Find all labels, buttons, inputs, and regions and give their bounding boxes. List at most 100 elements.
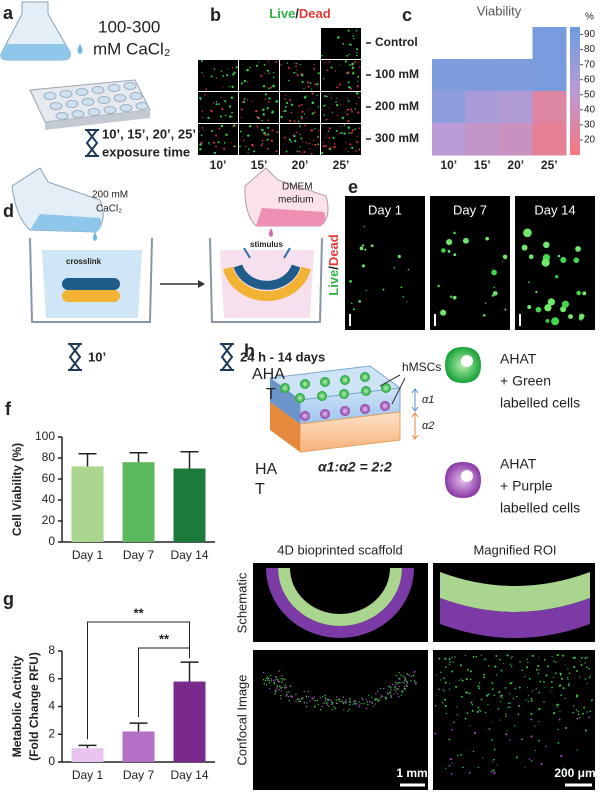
cell-dot [281, 687, 283, 689]
cell-dot [311, 112, 314, 115]
cell-dot [468, 692, 471, 695]
heatmap-cell [465, 91, 500, 124]
cell-dot [256, 127, 258, 129]
cell-dot [349, 280, 352, 283]
cell-dot [313, 67, 316, 70]
cell-dot [351, 110, 353, 113]
cell-dot [329, 93, 331, 95]
cell-dot [347, 151, 349, 153]
cell-dot [401, 690, 403, 692]
cell-dot [555, 661, 557, 663]
cell-dot [336, 114, 338, 116]
cell-dot [272, 679, 275, 682]
cell-dot [199, 143, 202, 146]
cell-dot [202, 129, 204, 131]
cell-dot [567, 684, 570, 687]
cell-dot [301, 110, 304, 113]
cell-dot [306, 117, 308, 119]
cell-dot [408, 674, 410, 676]
x-tick-label: 20’ [292, 158, 309, 172]
cell-dot [326, 69, 329, 72]
cell-dot [293, 62, 296, 65]
cell-dot [264, 679, 267, 682]
cell-dot [239, 130, 242, 133]
cell-dot [375, 698, 377, 700]
cell-dot [280, 115, 283, 119]
cell-dot [413, 671, 415, 674]
cell-dot [286, 62, 289, 64]
cell-dot [268, 87, 271, 90]
cell-dot [334, 707, 337, 710]
cell-dot [496, 764, 498, 766]
cell-dot [258, 61, 260, 63]
cell-dot [539, 708, 541, 710]
cell-dot [440, 671, 442, 673]
cell-dot [452, 295, 457, 300]
scaffold-images: 4D bioprinted scaffold Magnified ROI Schem… [234, 542, 596, 790]
cell-dot [310, 152, 313, 155]
cell-dot [225, 133, 228, 137]
cell-dot [505, 713, 507, 715]
cell-dot [300, 698, 303, 700]
cell-dot [268, 101, 270, 103]
cell-dot [560, 694, 562, 696]
cell-dot [362, 698, 364, 701]
cell-dot [331, 111, 334, 113]
cell-dot [299, 146, 301, 148]
cell-dot [403, 680, 406, 682]
cell-dot [562, 654, 565, 657]
cell-dot [550, 680, 553, 683]
cell-dot [443, 698, 447, 701]
heatmap-cell [432, 123, 466, 156]
cell-dot [298, 698, 300, 700]
cell-dot [382, 687, 385, 690]
cell-dot [356, 135, 358, 138]
cell-dot [299, 63, 301, 66]
cell-dot [330, 97, 332, 99]
cell-dot [395, 683, 397, 686]
cell-dot [436, 695, 438, 697]
bar [122, 462, 155, 542]
cell-dot [317, 106, 320, 108]
heatmap-cell [432, 91, 466, 124]
cell-dot [295, 65, 297, 68]
cell-dot [385, 698, 388, 700]
cell-dot [549, 690, 552, 692]
cell-dot [220, 70, 223, 72]
cell-dot [290, 111, 293, 114]
cell-dot [499, 695, 501, 697]
cell-dot [477, 766, 480, 769]
cell-dot [285, 695, 287, 697]
cell-dot [356, 141, 359, 144]
cell-dot [285, 95, 287, 97]
cell-dot [350, 108, 353, 111]
cell-dot [495, 674, 498, 676]
cell-dot [357, 80, 359, 82]
heatmap-cell [499, 59, 533, 92]
cell-dot [531, 654, 534, 657]
cell-dot [530, 699, 533, 702]
alpha-label: α2 [422, 420, 434, 432]
cell-dot [505, 733, 508, 736]
cell-dot [275, 60, 278, 63]
cell-dot [352, 72, 355, 75]
cell-dot [223, 147, 226, 150]
cell-dot [279, 685, 281, 688]
cell-dot [450, 728, 453, 731]
cell-dot [577, 710, 580, 713]
cell-dot [351, 129, 354, 132]
cell-dot [579, 677, 581, 679]
cell-dot [371, 702, 374, 705]
cell-dot [586, 682, 588, 684]
legend-text: + Green [500, 373, 551, 389]
cell-dot [276, 131, 279, 134]
cell-dot [452, 661, 454, 663]
cell-dot [560, 755, 563, 758]
cell-dot [472, 655, 475, 658]
cell-dot [284, 98, 287, 101]
cell-dot [279, 697, 282, 700]
cell-dot [325, 118, 328, 121]
cell-dot [385, 696, 388, 699]
cell-dot [256, 125, 259, 127]
cell-dot [358, 66, 361, 68]
